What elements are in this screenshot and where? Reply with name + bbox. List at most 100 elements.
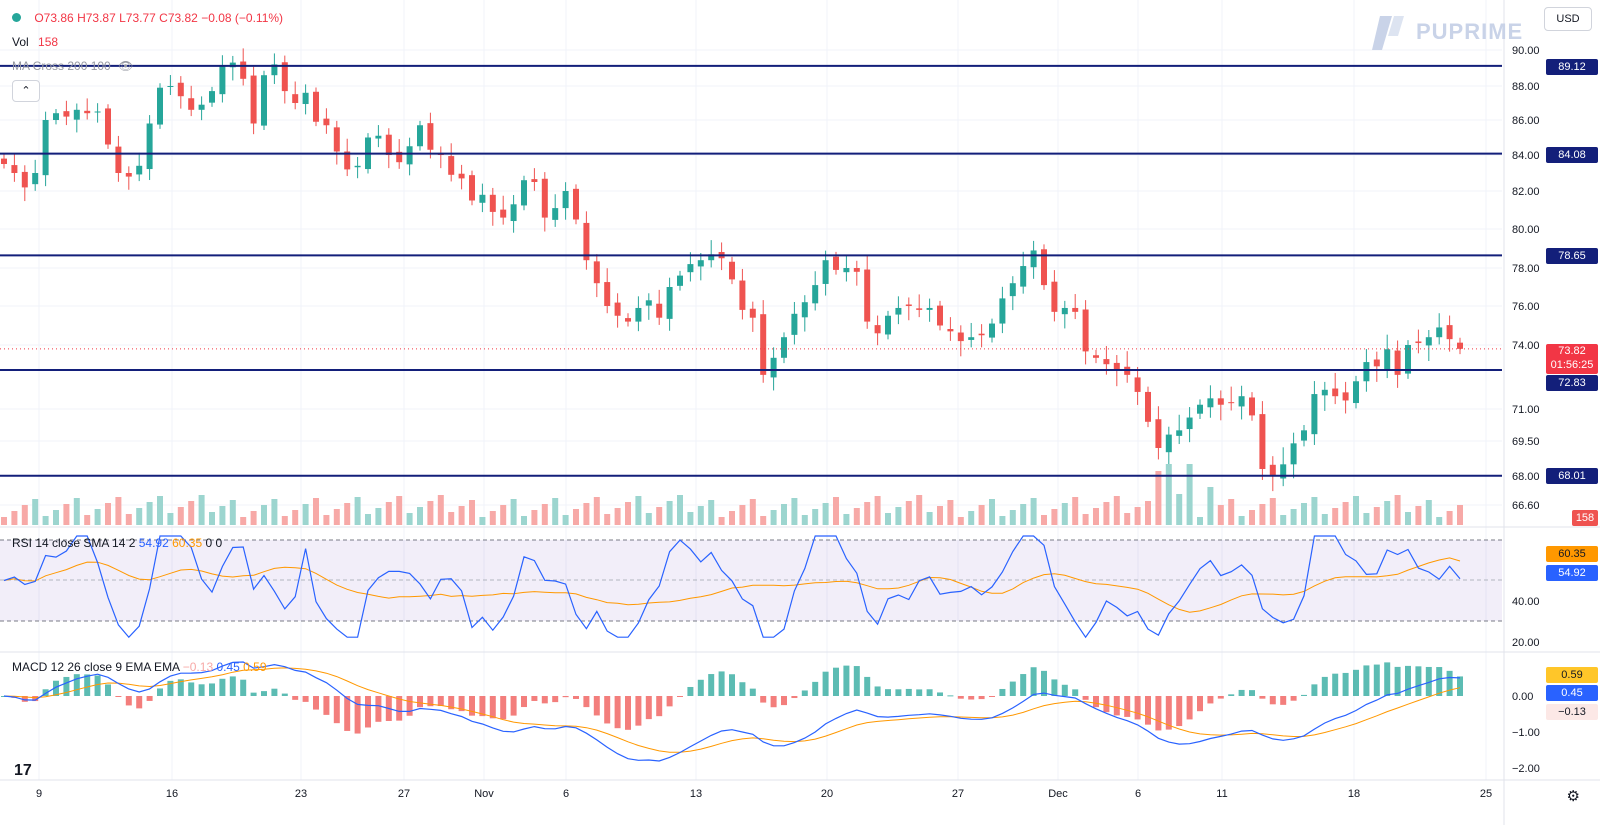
volume-bar	[209, 512, 215, 525]
time-axis-tick: Dec	[1048, 788, 1068, 800]
candle-body	[292, 94, 299, 103]
collapse-legend-button[interactable]: ⌃	[12, 80, 40, 102]
candle-body	[313, 91, 319, 122]
candle-body	[1259, 414, 1266, 469]
volume-bar	[531, 510, 538, 525]
open-value: O73.86	[34, 11, 74, 25]
volume-bar	[510, 499, 517, 525]
macd-histogram-bar	[1353, 669, 1359, 696]
price-axis-tick: 76.00	[1512, 301, 1540, 313]
price-axis-tick: 68.00	[1512, 471, 1540, 483]
rsi-tag: 54.92	[1546, 565, 1598, 581]
volume-bar	[281, 516, 288, 525]
price-tag-value: 73.82	[1558, 345, 1586, 357]
macd-histogram-bar	[115, 696, 122, 697]
candle-body	[541, 178, 548, 218]
candle-body	[406, 146, 413, 165]
volume-bar	[604, 514, 611, 525]
ma-label: MA Cross 200 100	[12, 59, 111, 73]
volume-bar	[229, 500, 236, 525]
volume-bar	[812, 509, 819, 525]
time-axis-tick: 27	[398, 788, 410, 800]
level-tag-68: 68.01	[1546, 468, 1598, 484]
macd-histogram-bar	[1446, 670, 1453, 696]
volume-bar	[1217, 505, 1224, 525]
candle-body	[1207, 398, 1214, 408]
candle-body	[1405, 345, 1411, 374]
volume-bar	[729, 511, 735, 525]
volume-bar	[1415, 506, 1422, 525]
macd-histogram-bar	[1072, 689, 1079, 696]
rsi-z1: 0	[205, 536, 213, 550]
macd-histogram-bar	[874, 686, 881, 696]
macd-histogram-bar	[801, 690, 808, 696]
candle-body	[833, 256, 839, 270]
macd-histogram-bar	[240, 679, 247, 696]
macd-histogram-bar	[1290, 696, 1297, 701]
volume-bar	[333, 509, 340, 525]
macd-histogram-bar	[635, 696, 642, 726]
candle-body	[240, 61, 247, 79]
volume-bar	[198, 495, 205, 525]
candle-body	[957, 332, 964, 342]
candle-body	[42, 120, 49, 176]
settings-gear-icon[interactable]: ⚙	[1566, 788, 1580, 805]
candle-body	[604, 282, 611, 306]
macd-histogram-bar	[1280, 696, 1287, 705]
volume-bar	[552, 498, 559, 525]
macd-histogram-bar	[354, 696, 361, 734]
candle-body	[968, 337, 975, 340]
volume-bar	[978, 505, 985, 525]
candle-body	[417, 125, 423, 147]
candle-body	[344, 151, 351, 170]
macd-histogram-bar	[333, 696, 340, 724]
volume-bar	[947, 500, 954, 525]
time-axis-tick: 13	[690, 788, 702, 800]
candle-body	[323, 118, 330, 126]
candle-body	[708, 254, 715, 261]
candle-body	[531, 179, 538, 182]
volume-bar	[1290, 509, 1297, 525]
volume-bar	[1363, 513, 1370, 525]
candle-body	[1457, 342, 1463, 349]
currency-selector[interactable]: USD	[1544, 7, 1592, 31]
macd-histogram-bar	[63, 676, 70, 696]
volume-bar	[1405, 512, 1411, 525]
macd-histogram-bar	[1332, 673, 1339, 696]
volume-bar	[1301, 503, 1307, 525]
volume-bar	[1280, 515, 1287, 525]
time-axis-tick: 23	[295, 788, 307, 800]
volume-bar	[1041, 515, 1047, 525]
macd-histogram-bar	[188, 682, 195, 696]
eye-hidden-icon[interactable]: 👁︎	[118, 59, 134, 73]
tradingview-logo-icon[interactable]: 17	[14, 762, 32, 779]
volume-bar	[635, 496, 642, 525]
volume-bar	[1197, 517, 1203, 525]
candle-body	[739, 280, 746, 310]
high-value: H73.87	[77, 11, 116, 25]
macd-histogram-bar	[458, 696, 465, 712]
candle-body	[1093, 355, 1099, 358]
macd-histogram-bar	[916, 689, 923, 696]
volume-bar	[489, 511, 496, 525]
volume-bar	[697, 506, 704, 525]
macd-histogram-bar	[583, 696, 590, 708]
volume-bar	[271, 499, 278, 525]
volume-bar	[1, 517, 7, 525]
macd-histogram-bar	[1124, 696, 1131, 717]
broker-logo: PUPRIME	[1370, 12, 1523, 52]
volume-bar	[1009, 510, 1016, 525]
macd-histogram-bar	[292, 696, 299, 700]
candle-body	[1186, 417, 1193, 430]
candle-body	[427, 123, 434, 150]
ma-legend[interactable]: MA Cross 200 100 👁︎	[12, 59, 133, 73]
volume-bar	[614, 508, 621, 525]
volume-bar	[1134, 507, 1141, 525]
logo-text: PUPRIME	[1416, 19, 1524, 44]
volume-bar	[739, 505, 746, 525]
macd-histogram-bar	[479, 696, 486, 717]
candle-body	[1155, 419, 1162, 448]
candle-body	[1280, 464, 1287, 479]
macd-histogram-bar	[1207, 696, 1214, 704]
